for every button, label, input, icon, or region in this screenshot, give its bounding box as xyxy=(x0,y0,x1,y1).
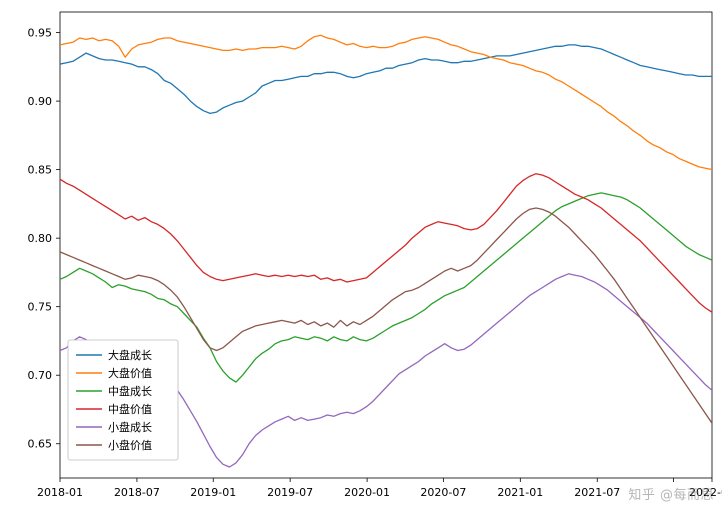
y-tick-label: 0.80 xyxy=(28,232,53,245)
x-tick-label: 2021-07 xyxy=(574,486,620,499)
time-series-chart: 0.65 0.70 0.75 0.80 0.85 0.90 0.95 2018-01 2018-… xyxy=(0,0,722,517)
y-tick-label: 0.90 xyxy=(28,95,53,108)
x-tick-label: 2021-01 xyxy=(497,486,543,499)
x-tick-label: 2020-07 xyxy=(420,486,466,499)
x-tick-label: 2019-01 xyxy=(190,486,236,499)
legend-label: 小盘成长 xyxy=(108,420,152,434)
y-tick-label: 0.85 xyxy=(28,164,53,177)
legend-label: 大盘价值 xyxy=(108,366,152,380)
x-tick-label: 2019-07 xyxy=(267,486,313,499)
x-tick-label: 2020-01 xyxy=(344,486,390,499)
legend-label: 中盘价值 xyxy=(108,402,152,416)
legend-label: 中盘成长 xyxy=(108,384,152,398)
y-tick-label: 0.70 xyxy=(28,369,53,382)
x-tick-label: 2018-07 xyxy=(114,486,160,499)
legend-label: 小盘价值 xyxy=(108,438,152,452)
legend-label: 大盘成长 xyxy=(108,348,152,362)
legend: 大盘成长大盘价值中盘成长中盘价值小盘成长小盘价值 xyxy=(68,340,178,460)
y-tick-label: 0.65 xyxy=(28,438,53,451)
x-tick-label: 2018-01 xyxy=(37,486,83,499)
y-tick-label: 0.95 xyxy=(28,27,53,40)
y-tick-label: 0.75 xyxy=(28,301,53,314)
x-tick-label: 2022-01 xyxy=(689,486,722,499)
